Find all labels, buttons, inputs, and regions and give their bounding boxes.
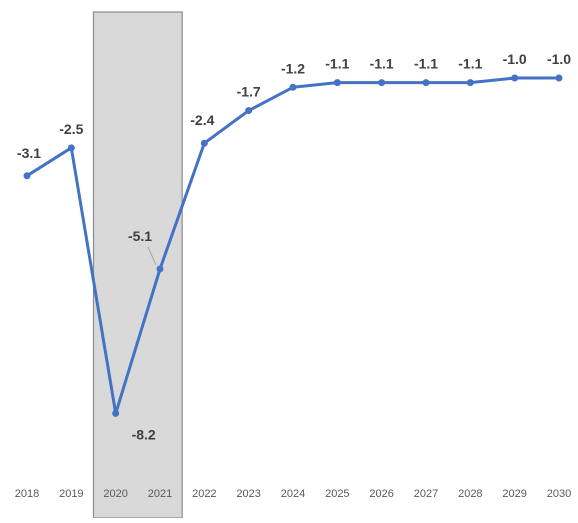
x-tick-label-2019: 2019 — [59, 488, 83, 500]
data-label-2020: -8.2 — [132, 426, 156, 442]
data-label-2029: -1.0 — [503, 51, 527, 67]
data-label-2021: -5.1 — [128, 228, 152, 244]
x-tick-labels-layer: 2018 2019 2020 2021 2022 2023 2024 2025 2026 2027… — [15, 488, 571, 500]
data-label-leader-2021 — [147, 246, 157, 266]
x-tick-label-2018: 2018 — [15, 488, 39, 500]
x-tick-label-2020: 2020 — [103, 488, 127, 500]
x-tick-label-2024: 2024 — [281, 488, 305, 500]
data-label-2030: -1.0 — [547, 51, 571, 67]
data-point-2026 — [378, 79, 386, 87]
x-tick-label-2022: 2022 — [192, 488, 216, 500]
x-tick-label-2029: 2029 — [502, 488, 526, 500]
data-label-2025: -1.1 — [325, 56, 349, 72]
x-tick-label-2023: 2023 — [236, 488, 260, 500]
points-layer — [23, 74, 563, 417]
data-point-2028 — [466, 79, 474, 87]
data-point-2023 — [245, 107, 253, 115]
x-tick-label-2026: 2026 — [369, 488, 393, 500]
data-label-2028: -1.1 — [458, 56, 482, 72]
x-tick-label-2025: 2025 — [325, 488, 349, 500]
x-tick-label-2030: 2030 — [547, 488, 571, 500]
x-tick-label-2021: 2021 — [148, 488, 172, 500]
data-point-2030 — [555, 74, 563, 82]
x-tick-label-2028: 2028 — [458, 488, 482, 500]
highlight-layer — [92, 11, 183, 519]
data-label-2027: -1.1 — [414, 56, 438, 72]
data-point-2020 — [112, 409, 120, 417]
data-label-2022: -2.4 — [190, 112, 214, 128]
data-label-2023: -1.7 — [237, 84, 261, 100]
highlight-band-2020-2021 — [92, 11, 183, 519]
data-point-2018 — [23, 172, 31, 180]
data-label-2019: -2.5 — [59, 121, 83, 137]
data-point-2021 — [156, 265, 164, 273]
data-point-2022 — [200, 139, 208, 147]
data-point-2024 — [289, 83, 297, 91]
data-label-2024: -1.2 — [281, 60, 305, 76]
data-point-2029 — [511, 74, 519, 82]
data-point-2027 — [422, 79, 430, 87]
data-point-2019 — [67, 144, 75, 152]
data-point-2025 — [333, 79, 341, 87]
data-label-2026: -1.1 — [370, 56, 394, 72]
data-label-2018: -3.1 — [17, 145, 41, 161]
x-tick-label-2027: 2027 — [414, 488, 438, 500]
data-labels-layer: -3.1 -2.5 -8.2 -5.1 -2.4 -1.7 -1.2 -1.1 -1.1 -1.1… — [17, 51, 571, 442]
